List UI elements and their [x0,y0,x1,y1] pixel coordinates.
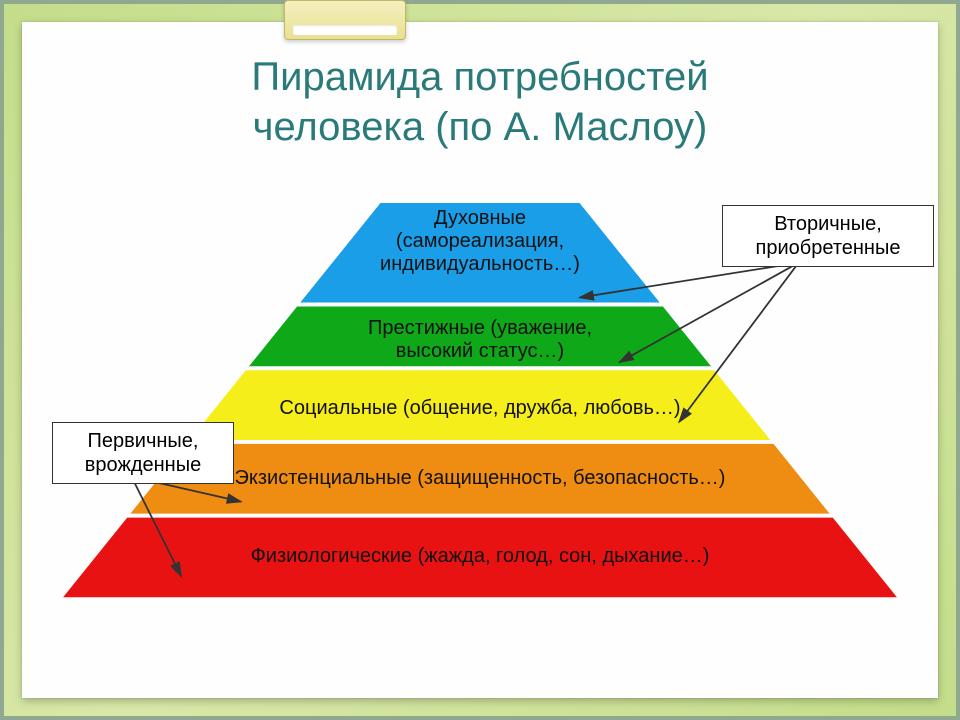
pyramid-level-0 [300,203,659,303]
callout-secondary: Вторичные,приобретенные [722,205,934,267]
tab-clip [284,0,406,40]
pyramid-level-2 [190,370,771,440]
callout-primary: Первичные,врожденные [52,422,234,484]
title-line-1: Пирамида потребностей [251,55,708,99]
outer-frame: Пирамида потребностей человека (по А. Ма… [0,0,960,720]
pyramid-level-1 [249,307,711,367]
page-title: Пирамида потребностей человека (по А. Ма… [22,52,938,152]
pyramid-level-3 [130,444,829,514]
pyramid-level-4 [63,518,897,598]
arrow [679,263,798,422]
slide-card: Пирамида потребностей человека (по А. Ма… [22,22,938,698]
title-line-2: человека (по А. Маслоу) [253,105,708,149]
